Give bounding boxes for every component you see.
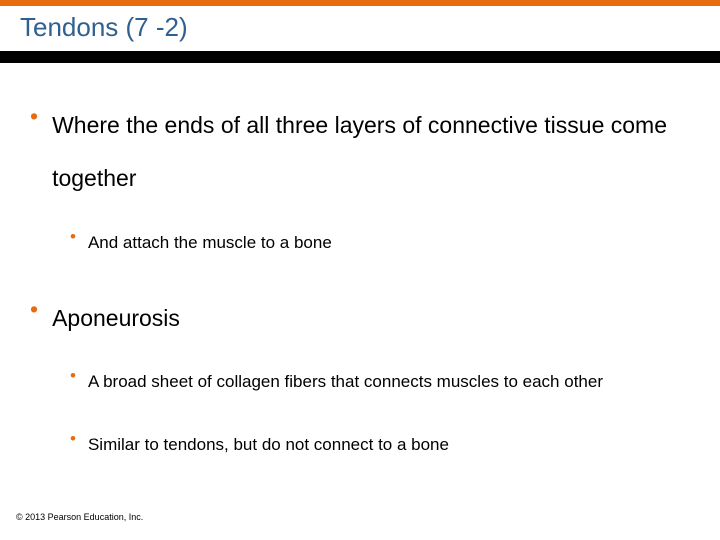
bullet-level1: • Where the ends of all three layers of … (30, 99, 690, 205)
bullet-icon: • (70, 223, 76, 250)
bullet-level1: • Aponeurosis (30, 292, 690, 345)
slide-title: Tendons (7 -2) (20, 12, 700, 43)
bullet-text: Aponeurosis (52, 292, 180, 345)
bullet-block-1: • Where the ends of all three layers of … (30, 99, 690, 264)
bullet-text: A broad sheet of collagen fibers that co… (88, 362, 603, 403)
title-area: Tendons (7 -2) (0, 6, 720, 51)
bullet-icon: • (70, 425, 76, 452)
copyright-text: © 2013 Pearson Education, Inc. (16, 512, 143, 522)
bullet-block-2: • Aponeurosis • A broad sheet of collage… (30, 292, 690, 466)
bullet-icon: • (30, 99, 38, 134)
under-bar (0, 51, 720, 63)
bullet-text: Where the ends of all three layers of co… (52, 99, 690, 205)
bullet-text: Similar to tendons, but do not connect t… (88, 425, 449, 466)
bullet-level2: • Similar to tendons, but do not connect… (70, 425, 690, 466)
bullet-icon: • (70, 362, 76, 389)
bullet-level2: • A broad sheet of collagen fibers that … (70, 362, 690, 403)
content-area: • Where the ends of all three layers of … (0, 63, 720, 466)
bullet-icon: • (30, 292, 38, 327)
bullet-text: And attach the muscle to a bone (88, 223, 332, 264)
bullet-level2: • And attach the muscle to a bone (70, 223, 690, 264)
